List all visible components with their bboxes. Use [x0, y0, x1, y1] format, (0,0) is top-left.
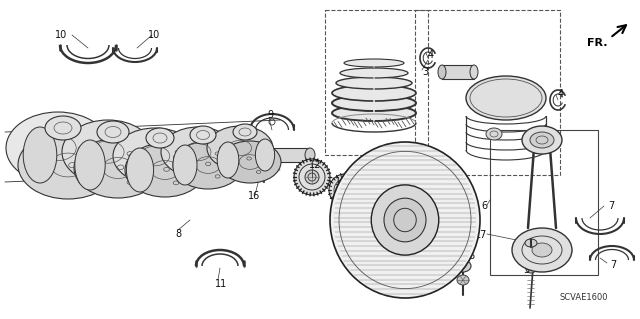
Ellipse shape [6, 112, 110, 184]
Text: SCVAE1600: SCVAE1600 [560, 293, 609, 302]
Ellipse shape [457, 275, 469, 285]
Ellipse shape [384, 198, 426, 242]
Ellipse shape [173, 141, 243, 189]
Ellipse shape [486, 128, 502, 140]
Ellipse shape [146, 128, 174, 148]
Text: FR.: FR. [588, 38, 608, 48]
Ellipse shape [18, 131, 118, 199]
Text: 16: 16 [248, 191, 260, 201]
Ellipse shape [265, 148, 275, 162]
Ellipse shape [336, 77, 412, 89]
Ellipse shape [294, 159, 330, 195]
Ellipse shape [466, 76, 546, 120]
Ellipse shape [62, 120, 154, 184]
Ellipse shape [438, 65, 446, 79]
Ellipse shape [113, 128, 197, 184]
Text: 10: 10 [55, 30, 67, 40]
Ellipse shape [255, 139, 275, 171]
Ellipse shape [332, 105, 416, 121]
Ellipse shape [97, 121, 129, 143]
Text: 14: 14 [393, 160, 405, 170]
Ellipse shape [329, 174, 361, 206]
Ellipse shape [173, 145, 197, 185]
Ellipse shape [161, 127, 235, 177]
Text: 4: 4 [558, 89, 564, 99]
Ellipse shape [207, 126, 273, 170]
Ellipse shape [127, 148, 154, 192]
Ellipse shape [522, 126, 562, 154]
Text: 6: 6 [481, 201, 487, 211]
Ellipse shape [455, 260, 471, 272]
Ellipse shape [340, 68, 408, 78]
Ellipse shape [371, 185, 439, 255]
Text: 7: 7 [608, 201, 614, 211]
Ellipse shape [530, 132, 554, 148]
Text: 15: 15 [464, 251, 476, 261]
Ellipse shape [45, 116, 81, 140]
Ellipse shape [344, 59, 404, 67]
Ellipse shape [217, 142, 239, 178]
Bar [325, 10, 428, 155]
Ellipse shape [332, 85, 416, 101]
Text: 8: 8 [175, 229, 181, 239]
Ellipse shape [190, 126, 216, 144]
Text: 10: 10 [148, 30, 160, 40]
Bar [270, 148, 310, 162]
Ellipse shape [339, 184, 351, 196]
Text: 5: 5 [523, 265, 529, 275]
Bar [490, 130, 598, 275]
Ellipse shape [305, 148, 315, 162]
Ellipse shape [219, 141, 281, 183]
Ellipse shape [330, 142, 480, 298]
Ellipse shape [75, 140, 105, 190]
Ellipse shape [305, 170, 319, 184]
Text: 9: 9 [267, 110, 273, 120]
Text: 3: 3 [422, 67, 428, 77]
Ellipse shape [525, 239, 537, 247]
Text: 2: 2 [371, 162, 377, 172]
Bar [442, 65, 474, 79]
Text: 7: 7 [610, 260, 616, 270]
Bar [415, 10, 560, 175]
Text: 13: 13 [335, 177, 348, 187]
Ellipse shape [233, 124, 257, 140]
Ellipse shape [512, 228, 572, 272]
Ellipse shape [74, 138, 162, 198]
Ellipse shape [125, 143, 205, 197]
Text: 11: 11 [215, 279, 227, 289]
Ellipse shape [23, 127, 57, 183]
Text: 4: 4 [428, 50, 434, 60]
Text: 1: 1 [412, 185, 418, 195]
Text: 12: 12 [309, 160, 321, 170]
Ellipse shape [470, 65, 478, 79]
Text: 17: 17 [475, 230, 487, 240]
Ellipse shape [526, 265, 536, 273]
Ellipse shape [332, 95, 416, 111]
Ellipse shape [532, 243, 552, 257]
